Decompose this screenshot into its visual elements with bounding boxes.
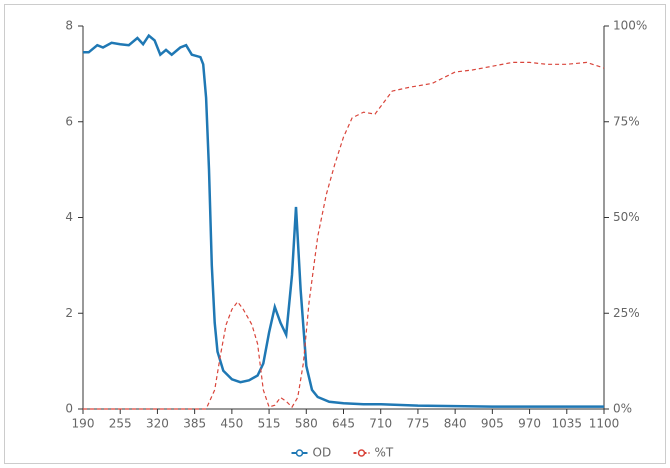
x-tick-label: 385: [183, 417, 206, 431]
y-tick-label: 8: [65, 19, 73, 33]
y-tick-label: 4: [65, 210, 73, 224]
x-tick-label: 905: [481, 417, 504, 431]
x-tick-label: 580: [295, 417, 318, 431]
y2-tick-label: 0%: [613, 402, 632, 416]
x-tick-label: 320: [146, 417, 169, 431]
x-tick-label: 645: [332, 417, 355, 431]
series-line: [83, 61, 605, 410]
y-tick-label: 0: [65, 402, 73, 416]
x-tick-label: 775: [406, 417, 429, 431]
series-line: [83, 33, 604, 408]
y2-tick-label: 50%: [613, 210, 640, 224]
y-tick-label: 6: [65, 114, 73, 128]
y2-tick-label: 25%: [613, 306, 640, 320]
frame: [4, 4, 666, 464]
x-tick-label: 450: [220, 417, 243, 431]
legend-item[interactable]: OD: [291, 446, 332, 460]
x-tick-label: 1035: [552, 417, 583, 431]
y2-tick-label: 75%: [613, 114, 640, 128]
x-tick-label: 190: [72, 417, 95, 431]
y2-tick-label: 100%: [613, 19, 647, 33]
legend-item[interactable]: %T: [353, 446, 394, 460]
x-tick-label: 515: [258, 417, 281, 431]
x-tick-label: 970: [518, 417, 541, 431]
x-tick-label: 710: [369, 417, 392, 431]
x-tick-label: 1100: [589, 417, 620, 431]
y-tick-label: 2: [65, 306, 73, 320]
x-tick-label: 840: [444, 417, 467, 431]
legend-marker: [357, 449, 366, 457]
x-tick-label: 255: [109, 417, 132, 431]
legend-label: %T: [375, 446, 394, 460]
legend-marker: [295, 449, 304, 457]
legend-label: OD: [313, 446, 332, 460]
